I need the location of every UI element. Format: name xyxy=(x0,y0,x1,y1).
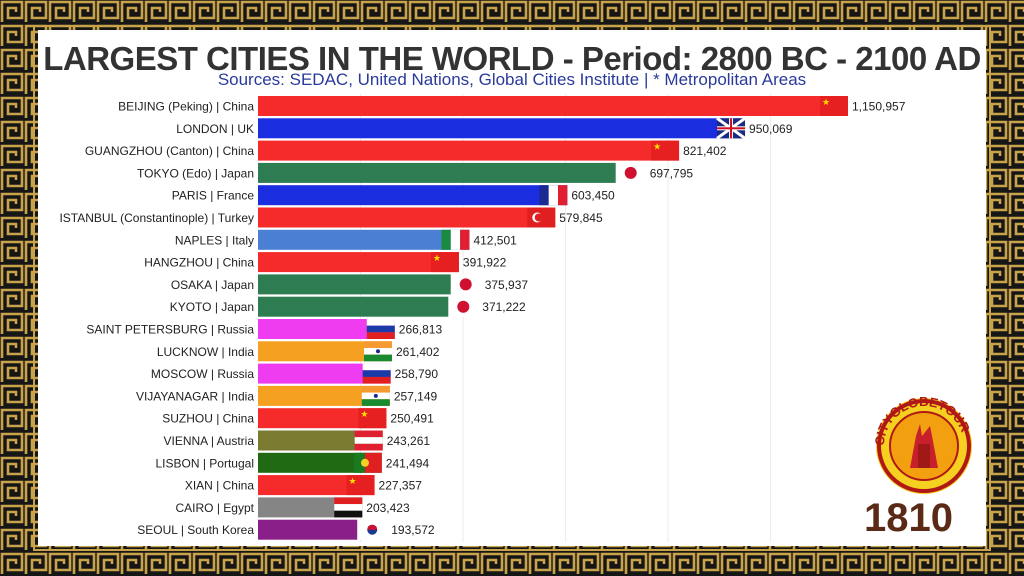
category-label: KYOTO | Japan xyxy=(170,300,254,314)
italy-flag-icon xyxy=(441,229,470,250)
chart-subtitle: Sources: SEDAC, United Nations, Global C… xyxy=(217,70,807,89)
category-label: HANGZHOU | China xyxy=(144,256,254,270)
value-label: 261,402 xyxy=(396,345,440,359)
bar xyxy=(258,430,383,451)
value-label: 579,845 xyxy=(559,211,603,225)
category-label: SUZHOU | China xyxy=(162,412,254,426)
value-label: 603,450 xyxy=(571,189,615,203)
svg-text:★: ★ xyxy=(360,409,368,419)
category-label: VIENNA | Austria xyxy=(164,434,255,448)
value-label: 243,261 xyxy=(387,434,431,448)
value-label: 203,423 xyxy=(366,501,410,515)
china-flag-icon: ★ xyxy=(346,475,375,496)
bar xyxy=(258,385,390,406)
category-label: SAINT PETERSBURG | Russia xyxy=(86,323,254,337)
category-label: BEIJING (Peking) | China xyxy=(118,100,254,114)
category-label: LISBON | Portugal xyxy=(156,456,255,470)
bar xyxy=(258,229,470,250)
japan-flag-icon xyxy=(449,296,478,317)
bar xyxy=(258,252,459,273)
value-label: 375,937 xyxy=(485,278,529,292)
value-label: 258,790 xyxy=(395,367,439,381)
uk-flag-icon xyxy=(716,117,746,140)
china-flag-icon: ★ xyxy=(820,96,848,116)
bar xyxy=(258,319,395,339)
cityglobetour-logo: CITYGLOBETOUR xyxy=(874,396,973,494)
russia-flag-icon xyxy=(366,319,395,339)
category-label: OSAKA | Japan xyxy=(171,278,254,292)
value-label: 950,069 xyxy=(749,122,793,136)
bar xyxy=(258,519,358,540)
japan-flag-icon xyxy=(616,162,645,183)
chart-title: LARGEST CITIES IN THE WORLD - Period: 28… xyxy=(43,40,981,77)
value-label: 250,491 xyxy=(390,412,434,426)
value-label: 193,572 xyxy=(391,523,435,537)
bar xyxy=(258,296,449,317)
bar xyxy=(258,140,680,161)
russia-flag-icon xyxy=(362,363,391,384)
category-label: MOSCOW | Russia xyxy=(151,367,254,381)
category-label: VIJAYANAGAR | India xyxy=(136,389,254,403)
bar-chart: ★ BEIJING (Peking) | China 1,150,957 LONDON… xyxy=(59,94,906,542)
svg-text:★: ★ xyxy=(822,97,830,107)
china-flag-icon: ★ xyxy=(430,252,459,273)
value-label: 697,795 xyxy=(650,166,694,180)
year-label: 1810 xyxy=(864,496,953,540)
svg-text:★: ★ xyxy=(653,142,661,152)
chart-panel: ★ BEIJING (Peking) | China 1,150,957 LONDON… xyxy=(38,30,986,546)
india-flag-icon xyxy=(363,341,392,362)
bar xyxy=(258,341,392,362)
category-label: XIAN | China xyxy=(185,479,254,493)
value-label: 821,402 xyxy=(683,144,727,158)
value-label: 371,222 xyxy=(482,300,526,314)
portugal-flag-icon xyxy=(353,452,382,473)
category-label: ISTANBUL (Constantinople) | Turkey xyxy=(59,211,254,225)
category-label: PARIS | France xyxy=(172,189,255,203)
value-label: 391,922 xyxy=(463,256,507,270)
egypt-flag-icon xyxy=(334,497,363,518)
bar xyxy=(258,118,746,139)
category-label: CAIRO | Egypt xyxy=(176,501,255,515)
value-label: 227,357 xyxy=(379,479,423,493)
bar xyxy=(258,274,451,295)
india-flag-icon xyxy=(361,385,390,406)
bar xyxy=(258,162,616,183)
korea-flag-icon xyxy=(358,519,387,540)
japan-flag-icon xyxy=(451,274,480,295)
value-label: 1,150,957 xyxy=(852,100,906,114)
value-label: 412,501 xyxy=(473,233,517,247)
china-flag-icon: ★ xyxy=(358,408,387,429)
turkey-flag-icon xyxy=(527,207,556,228)
austria-flag-icon xyxy=(354,430,383,451)
bar xyxy=(258,207,556,228)
category-label: LUCKNOW | India xyxy=(157,345,254,359)
category-label: NAPLES | Italy xyxy=(175,233,254,247)
bar xyxy=(258,185,568,206)
value-label: 266,813 xyxy=(399,323,443,337)
category-label: SEOUL | South Korea xyxy=(137,523,254,537)
france-flag-icon xyxy=(539,185,568,206)
category-label: LONDON | UK xyxy=(176,122,254,136)
value-label: 257,149 xyxy=(394,389,438,403)
svg-text:★: ★ xyxy=(349,476,357,486)
category-label: GUANGZHOU (Canton) | China xyxy=(85,144,254,158)
bar xyxy=(258,96,848,116)
china-flag-icon: ★ xyxy=(651,140,680,161)
value-label: 241,494 xyxy=(386,456,430,470)
bar xyxy=(258,408,387,429)
bar xyxy=(258,452,382,473)
bar xyxy=(258,363,391,384)
svg-text:★: ★ xyxy=(433,253,441,263)
bar xyxy=(258,475,375,496)
category-label: TOKYO (Edo) | Japan xyxy=(137,166,254,180)
